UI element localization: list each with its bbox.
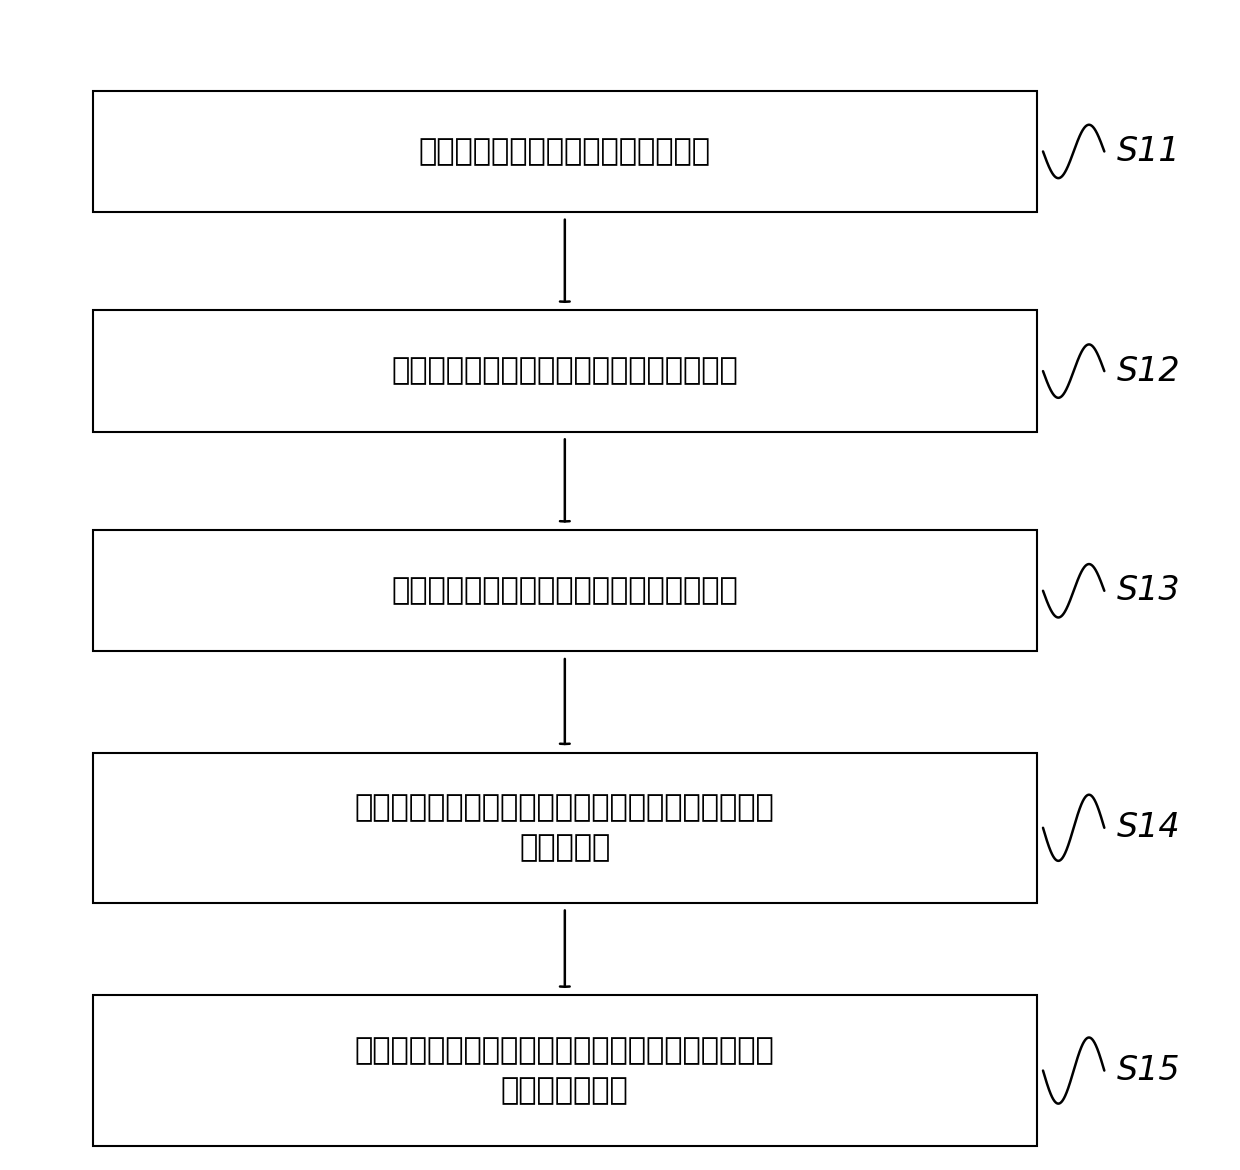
Text: S13: S13 bbox=[1116, 574, 1180, 607]
Text: 接收当前地图下其他机器人的第二状态信息: 接收当前地图下其他机器人的第二状态信息 bbox=[392, 577, 738, 605]
Text: S11: S11 bbox=[1116, 135, 1180, 168]
FancyBboxPatch shape bbox=[93, 752, 1037, 903]
Text: 接收云端服务器下发的根据全局调度信息生成的虚拟
障碍物信息: 接收云端服务器下发的根据全局调度信息生成的虚拟 障碍物信息 bbox=[355, 793, 775, 862]
FancyBboxPatch shape bbox=[93, 996, 1037, 1145]
Text: 根据所述局部避让信息及虚拟障碍物信息与其他机器
人之间进行避让: 根据所述局部避让信息及虚拟障碍物信息与其他机器 人之间进行避让 bbox=[355, 1035, 775, 1106]
Text: 确定并上传当前自身的第一状态信息: 确定并上传当前自身的第一状态信息 bbox=[419, 137, 711, 166]
FancyBboxPatch shape bbox=[93, 310, 1037, 432]
Text: S14: S14 bbox=[1116, 811, 1180, 845]
Text: S15: S15 bbox=[1116, 1054, 1180, 1087]
FancyBboxPatch shape bbox=[93, 530, 1037, 652]
Text: 接收当前地图下其他机器人的第二状态信息: 接收当前地图下其他机器人的第二状态信息 bbox=[392, 357, 738, 386]
Text: S12: S12 bbox=[1116, 355, 1180, 387]
FancyBboxPatch shape bbox=[93, 91, 1037, 212]
